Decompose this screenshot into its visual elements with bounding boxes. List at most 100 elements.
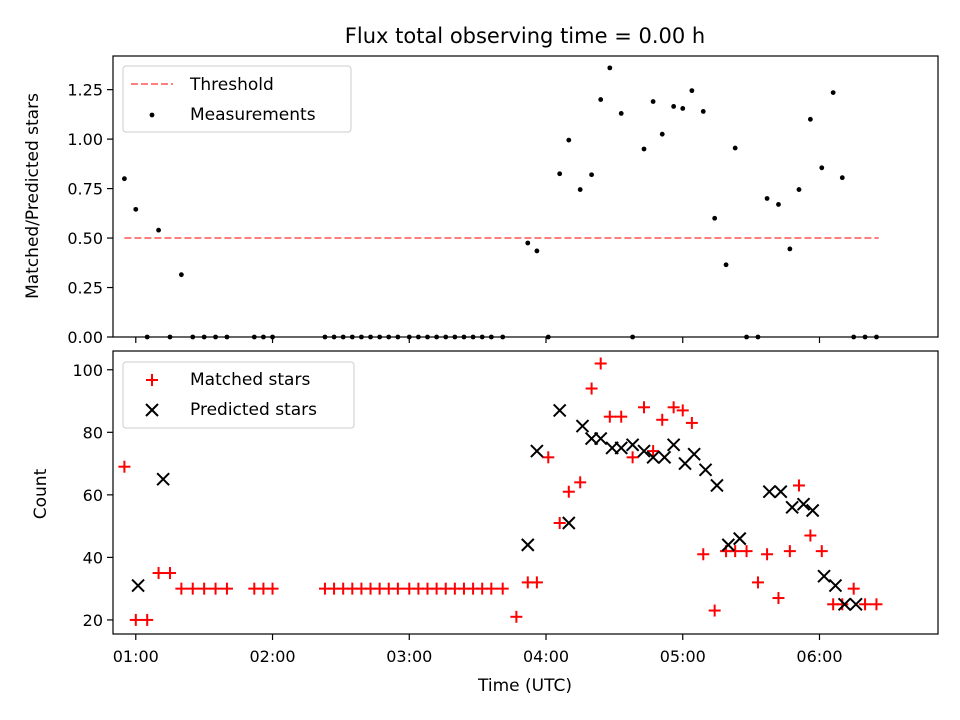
matched-star-point [553, 516, 566, 529]
measurement-point [566, 137, 572, 143]
measurement-point [618, 110, 624, 116]
predicted-star-point [666, 438, 681, 452]
predicted-star-point [849, 597, 863, 611]
predicted-star-point [817, 569, 831, 583]
measurement-point [178, 272, 184, 278]
matched-star-point [496, 582, 509, 595]
matched-star-point [676, 404, 689, 417]
measurement-point [680, 106, 686, 111]
matched-star-point [594, 357, 607, 370]
x-tick-label: 04:00 [523, 647, 569, 666]
matched-star-point [638, 401, 651, 414]
bottom-y-tick-label: 40 [83, 548, 103, 567]
x-axis-label: Time (UTC) [477, 676, 572, 696]
predicted-star-point [762, 485, 777, 499]
top-plot-frame [112, 55, 939, 338]
predicted-star-point [156, 472, 170, 486]
predicted-star-point [837, 597, 852, 611]
predicted-star-point [646, 450, 660, 465]
bottom-panel: 20 40 60 80 100 01:00 02:00 03:00 04:00 05:00 06:… [31, 350, 939, 696]
top-y-tick-label: 1.25 [67, 81, 103, 100]
predicted-star-point [828, 578, 843, 593]
predicted-star-point [521, 538, 535, 552]
measurement-point [598, 97, 604, 102]
matched-star-point [152, 567, 165, 580]
top-y-tick-label: 1.00 [67, 130, 103, 149]
x-tick-label: 01:00 [113, 647, 159, 666]
matched-star-point [751, 576, 764, 589]
matched-star-point [626, 451, 639, 464]
matched-star-point [792, 479, 805, 492]
bottom-y-axis-label: Count [31, 468, 51, 519]
legend-threshold-label: Threshold [189, 75, 274, 95]
matched-star-point [266, 582, 279, 595]
matched-star-point [615, 410, 628, 423]
measurement-point [712, 215, 718, 221]
measurement-point [525, 240, 531, 246]
bottom-plot-frame [112, 350, 939, 635]
matched-star-point [783, 545, 796, 558]
measurement-point [156, 227, 161, 233]
matched-star-point [603, 410, 616, 423]
x-tick-label: 02:00 [249, 647, 295, 666]
matched-star-point [740, 545, 753, 558]
measurements-series [121, 65, 879, 340]
matched-star-point [530, 576, 543, 589]
measurement-point [839, 175, 845, 181]
matched-star-point [118, 460, 131, 473]
matched-star-point [656, 413, 669, 426]
top-legend: Threshold Measurements [122, 65, 352, 133]
predicted-star-point [575, 419, 590, 433]
predicted-star-point [721, 538, 736, 552]
measurement-point [534, 248, 540, 254]
top-y-tick-label: 0.50 [67, 229, 103, 248]
matched-star-point [485, 582, 498, 595]
predicted-star-point [594, 431, 608, 446]
top-y-tick-label: 0.00 [67, 328, 103, 347]
matched-star-point [198, 582, 211, 595]
measurement-point [776, 202, 781, 207]
predicted-star-point [796, 497, 811, 511]
legend-measurements-label: Measurements [190, 105, 316, 125]
matched-star-point [729, 545, 742, 558]
measurement-point [133, 206, 139, 212]
predicted-star-point [733, 531, 747, 546]
matched-star-point [163, 567, 176, 580]
predicted-star-point [637, 444, 651, 458]
matched-star-point [847, 582, 860, 595]
measurement-point [589, 172, 594, 178]
measurement-point [723, 262, 729, 268]
measurement-point [650, 99, 656, 104]
matched-star-point [209, 582, 222, 595]
measurement-point [607, 65, 613, 71]
legend-measurements-swatch [149, 112, 155, 118]
matched-star-point [542, 451, 555, 464]
matched-star-point [685, 416, 698, 429]
matched-star-point [220, 582, 233, 595]
predicted-star-point [805, 503, 820, 518]
bottom-y-tick-label: 80 [83, 423, 103, 442]
measurement-point [671, 104, 677, 109]
measurement-point [641, 146, 647, 152]
measurement-point [732, 145, 738, 151]
legend-predicted-label: Predicted stars [190, 400, 317, 420]
matched-star-point [562, 485, 575, 498]
matched-star-point [647, 445, 660, 458]
top-x-axis [135, 337, 821, 343]
predicted-star-point [552, 403, 567, 418]
matched-star-point [186, 582, 199, 595]
matched-stars-series [118, 357, 883, 626]
predicted-stars-series [131, 403, 863, 611]
legend-matched-label: Matched stars [190, 370, 310, 390]
measurement-point [689, 88, 695, 94]
predicted-star-point [774, 485, 788, 499]
matched-star-point [391, 582, 404, 595]
predicted-star-point [530, 444, 544, 458]
measurement-point [121, 176, 127, 182]
bottom-x-axis: 01:00 02:00 03:00 04:00 05:00 06:00 [113, 634, 843, 666]
top-y-axis: 0.00 0.25 0.50 0.75 1.00 1.25 [67, 81, 113, 347]
predicted-star-point [710, 478, 724, 493]
measurement-point [764, 196, 770, 201]
measurement-point [557, 171, 563, 177]
